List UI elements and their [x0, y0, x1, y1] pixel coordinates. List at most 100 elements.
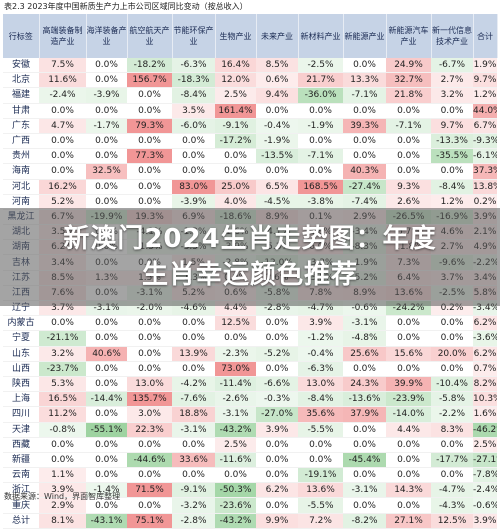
column-header: 新能源汽车产业 — [386, 14, 432, 58]
value-cell: 9.9% — [256, 512, 298, 529]
value-cell: -43.2% — [215, 422, 256, 438]
value-cell: -2.3% — [215, 346, 256, 362]
value-cell: -13.5% — [256, 148, 298, 165]
value-cell: -3.1% — [215, 406, 256, 423]
table-row: 浙江 3.9% -1.4% 71.5% -9.1% -50.3% 6.2% 13.6% -3.1… — [3, 482, 497, 499]
table-row: 新疆 0.0% 0.0% -44.6% 33.6% -11.6% 0.0% 0.0% -45.4… — [3, 452, 497, 469]
value-cell: -2.5% — [298, 58, 343, 74]
value-cell: 0.0% — [127, 330, 172, 347]
region-cell: 广东 — [3, 118, 39, 134]
value-cell: 0.0% — [386, 163, 431, 180]
table-row: 广西 0.0% 0.0% 0.0% 0.0% -17.2% -1.9% 0.0% 0.0% 0.0… — [3, 133, 497, 150]
value-cell: 0.0% — [127, 361, 172, 377]
table-row: 山西 -23.7% 0.0% 0.0% 0.0% 73.0% 0.0% -6.3% 0.0% 0.… — [3, 361, 497, 377]
value-cell: 4.4% — [386, 422, 431, 438]
value-cell: -3.1% — [343, 315, 386, 332]
region-cell: 山西 — [3, 361, 39, 377]
table-row: 河北 16.2% 0.0% 0.0% 83.0% 25.0% 6.5% 168.5% -27.4… — [3, 179, 497, 195]
column-header: 节能环保产业 — [172, 14, 216, 58]
region-cell: 四川 — [3, 406, 39, 423]
value-cell: -7.1% — [343, 87, 386, 104]
value-cell: 39.3% — [343, 118, 386, 134]
value-cell: 0.0% — [298, 103, 343, 119]
value-cell: 0.0% — [298, 452, 343, 469]
table-row: 四川 11.2% 0.0% 3.0% 18.8% -3.1% -27.0% 35.6% 37.9… — [3, 406, 497, 423]
column-header: 合计 — [473, 14, 498, 58]
table-row: 贵州 0.0% 0.0% 77.3% 0.0% 0.0% -13.5% -7.1% 0.0% 0.… — [3, 148, 497, 165]
value-cell: -23.7% — [39, 361, 86, 377]
value-cell: 0.0% — [172, 133, 215, 150]
value-cell: 6.2% — [256, 482, 298, 499]
table-row: 海南 0.0% 32.5% 0.0% 0.0% 0.0% 0.0% 0.0% 40.3% 0.0%… — [3, 163, 497, 180]
value-cell: -23.9% — [386, 391, 431, 408]
value-cell: 11.2% — [39, 406, 86, 423]
value-cell: 0.0% — [431, 437, 473, 453]
value-cell: 37.3% — [473, 163, 497, 180]
value-cell: -11.4% — [215, 376, 256, 393]
value-cell: -27.4% — [343, 179, 386, 195]
value-cell: -6.3% — [172, 58, 215, 74]
region-cell: 浙江 — [3, 482, 39, 499]
value-cell: 0.0% — [256, 467, 298, 484]
value-cell: -10.4% — [431, 376, 473, 393]
value-cell: 0.0% — [86, 376, 127, 393]
value-cell: 37.9% — [343, 406, 386, 423]
value-cell: 0.0% — [431, 103, 473, 119]
value-cell: 0.0% — [86, 179, 127, 195]
value-cell: -0.8% — [39, 422, 86, 438]
value-cell: 13.0% — [298, 376, 343, 393]
value-cell: 0.0% — [298, 163, 343, 180]
value-cell: 0.0% — [172, 148, 215, 165]
value-cell: 0.0% — [127, 163, 172, 180]
value-cell: 135.7% — [127, 391, 172, 408]
column-header: 航空航天产业 — [127, 14, 173, 58]
column-header: 新能源产业 — [343, 14, 387, 58]
value-cell: 2.5% — [215, 87, 256, 104]
value-cell: -5.5% — [298, 497, 343, 514]
region-cell: 福建 — [3, 87, 39, 104]
value-cell: -21.1% — [39, 330, 86, 347]
value-cell: 12.5% — [215, 315, 256, 332]
value-cell: 0.0% — [386, 330, 431, 347]
value-cell: 16.4% — [215, 58, 256, 74]
value-cell: 73.0% — [215, 361, 256, 377]
value-cell: 0.0% — [172, 315, 215, 332]
value-cell: 13.9% — [172, 346, 215, 362]
value-cell: 0.0% — [343, 361, 386, 377]
region-cell: 陕西 — [3, 376, 39, 393]
value-cell: -9.3% — [473, 133, 497, 150]
value-cell: 0.0% — [386, 437, 431, 453]
value-cell: 4.0% — [215, 194, 256, 210]
value-cell: 39.9% — [386, 376, 431, 393]
value-cell: 0.0% — [256, 361, 298, 377]
value-cell: 83.0% — [172, 179, 215, 195]
value-cell: 3.9% — [473, 512, 497, 529]
value-cell: 9.4% — [256, 87, 298, 104]
value-cell: 0.0% — [172, 467, 215, 484]
table-row: 广东 4.7% -1.7% 79.3% -6.0% -9.1% -0.4% -1.9% 39.3… — [3, 118, 497, 134]
value-cell: 25.0% — [215, 179, 256, 195]
column-header: 高端装备制造产业 — [39, 14, 87, 58]
value-cell: -46.2% — [473, 422, 497, 438]
value-cell: 0.0% — [431, 163, 473, 180]
value-cell: 13.0% — [127, 376, 172, 393]
value-cell: 9.7% — [431, 118, 473, 134]
value-cell: 0.0% — [39, 133, 86, 150]
value-cell: 0.0% — [298, 437, 343, 453]
value-cell: -7.1% — [298, 148, 343, 165]
value-cell: -17.7% — [431, 452, 473, 469]
value-cell: 32.7% — [386, 72, 431, 89]
value-cell: 0.0% — [343, 437, 386, 453]
value-cell: 3.5% — [172, 103, 215, 119]
value-cell: 3.9% — [298, 315, 343, 332]
value-cell: 0.0% — [431, 330, 473, 347]
value-cell: 0.0% — [172, 330, 215, 347]
value-cell: 7.5% — [39, 58, 86, 74]
value-cell: 0.0% — [86, 58, 127, 74]
overlay-banner[interactable]: 新澳门2024生肖走势图：年度 生肖幸运颜色推荐 — [0, 208, 500, 306]
value-cell: 21.8% — [386, 87, 431, 104]
value-cell: 0.0% — [343, 422, 386, 438]
value-cell: 2.5% — [215, 437, 256, 453]
value-cell: -0.6% — [473, 497, 497, 514]
region-cell: 西藏 — [3, 437, 39, 453]
